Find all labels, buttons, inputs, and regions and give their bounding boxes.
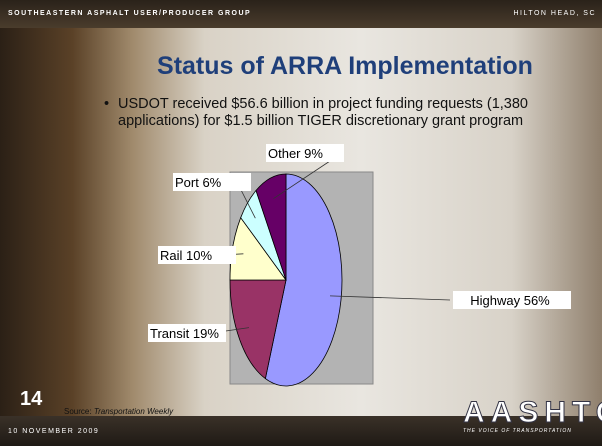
value-label: Highway 56%	[470, 293, 550, 308]
value-label: Other 9%	[268, 146, 323, 161]
value-label: Port 6%	[175, 175, 222, 190]
slide-number: 14	[20, 388, 42, 411]
logo: AASHTO THE VOICE OF TRANSPORTATION	[463, 396, 593, 440]
value-label: Rail 10%	[160, 248, 212, 263]
logo-name: AASHTO	[463, 396, 593, 430]
chart: Highway 56% Transit 19% Rail 10% Port 6% Oth…	[0, 0, 602, 446]
source-name: Transportation Weekly	[94, 407, 173, 416]
slide: SOUTHEASTERN ASPHALT USER/PRODUCER GROUP…	[0, 0, 602, 446]
value-label: Transit 19%	[150, 326, 219, 341]
source: Source: Transportation Weekly	[64, 407, 173, 416]
date: 10 NOVEMBER 2009	[8, 428, 99, 435]
source-prefix: Source:	[64, 407, 92, 416]
